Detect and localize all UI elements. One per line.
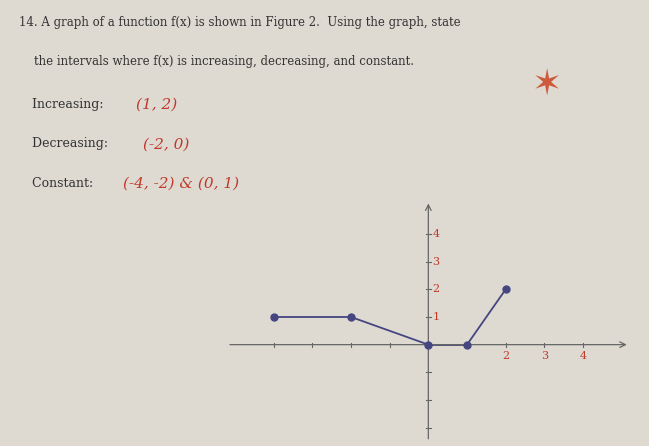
Text: Increasing:: Increasing: xyxy=(32,98,108,111)
Text: ✶: ✶ xyxy=(532,69,563,103)
Text: (-4, -2) & (0, 1): (-4, -2) & (0, 1) xyxy=(123,177,239,190)
Text: Constant:: Constant: xyxy=(32,177,97,190)
Text: (-2, 0): (-2, 0) xyxy=(143,137,189,151)
Text: (1, 2): (1, 2) xyxy=(136,98,178,112)
Text: 14. A graph of a function f(x) is shown in Figure 2.  Using the graph, state: 14. A graph of a function f(x) is shown … xyxy=(19,16,461,29)
Text: the intervals where f(x) is increasing, decreasing, and constant.: the intervals where f(x) is increasing, … xyxy=(19,55,415,68)
Text: 2: 2 xyxy=(432,284,439,294)
Text: 4: 4 xyxy=(432,229,439,239)
Text: 2: 2 xyxy=(502,351,509,361)
Text: Decreasing:: Decreasing: xyxy=(32,137,112,150)
Text: 1: 1 xyxy=(432,312,439,322)
Text: 3: 3 xyxy=(541,351,548,361)
Text: 3: 3 xyxy=(432,256,439,267)
Text: 4: 4 xyxy=(580,351,587,361)
